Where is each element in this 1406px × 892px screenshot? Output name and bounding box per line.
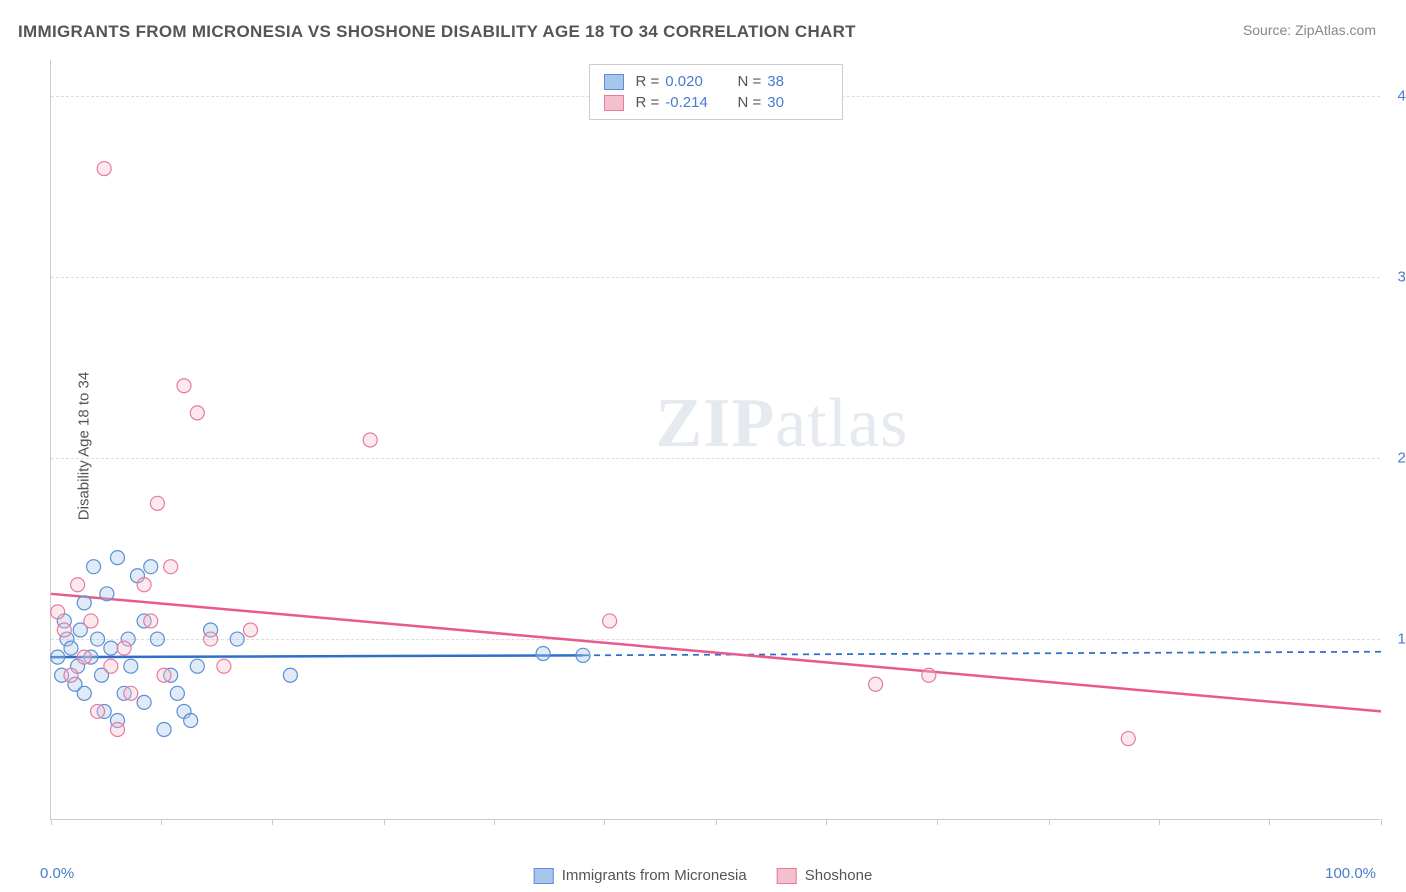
scatter-point bbox=[144, 560, 158, 574]
scatter-point bbox=[217, 659, 231, 673]
source-label: Source: bbox=[1243, 22, 1291, 38]
x-tick bbox=[272, 819, 273, 825]
trend-line-0 bbox=[51, 655, 583, 657]
x-tick bbox=[716, 819, 717, 825]
x-tick bbox=[494, 819, 495, 825]
scatter-point bbox=[71, 578, 85, 592]
scatter-point bbox=[190, 406, 204, 420]
legend-n: N =38 bbox=[738, 73, 828, 90]
scatter-point bbox=[51, 650, 65, 664]
x-tick bbox=[937, 819, 938, 825]
scatter-point bbox=[97, 162, 111, 176]
scatter-point bbox=[204, 632, 218, 646]
scatter-point bbox=[51, 605, 65, 619]
legend-swatch bbox=[604, 74, 624, 90]
scatter-point bbox=[922, 668, 936, 682]
scatter-point bbox=[137, 578, 151, 592]
legend-n: N =30 bbox=[738, 94, 828, 111]
legend-series: Immigrants from Micronesia Shoshone bbox=[534, 867, 873, 884]
scatter-point bbox=[363, 433, 377, 447]
scatter-point bbox=[184, 713, 198, 727]
plot-area: ZIPatlas 10.0%20.0%30.0%40.0% R =0.020N … bbox=[50, 60, 1380, 820]
legend-series-label: Shoshone bbox=[805, 867, 873, 884]
legend-r: R =-0.214 bbox=[636, 94, 726, 111]
x-tick bbox=[1049, 819, 1050, 825]
scatter-point bbox=[603, 614, 617, 628]
scatter-point bbox=[1121, 732, 1135, 746]
scatter-point bbox=[124, 686, 138, 700]
source-attribution: Source: ZipAtlas.com bbox=[1243, 22, 1376, 38]
scatter-point bbox=[150, 496, 164, 510]
x-tick bbox=[1381, 819, 1382, 825]
scatter-point bbox=[91, 704, 105, 718]
scatter-point bbox=[869, 677, 883, 691]
scatter-point bbox=[64, 641, 78, 655]
scatter-point bbox=[177, 379, 191, 393]
scatter-point bbox=[244, 623, 258, 637]
scatter-point bbox=[164, 560, 178, 574]
legend-swatch bbox=[604, 95, 624, 111]
scatter-point bbox=[104, 641, 118, 655]
scatter-point bbox=[157, 723, 171, 737]
x-tick bbox=[161, 819, 162, 825]
y-tick-label: 20.0% bbox=[1385, 450, 1406, 467]
scatter-point bbox=[87, 560, 101, 574]
chart-title: IMMIGRANTS FROM MICRONESIA VS SHOSHONE D… bbox=[18, 22, 856, 42]
source-name: ZipAtlas.com bbox=[1295, 22, 1376, 38]
scatter-point bbox=[230, 632, 244, 646]
scatter-point bbox=[77, 650, 91, 664]
x-axis-min-label: 0.0% bbox=[40, 865, 74, 882]
scatter-point bbox=[170, 686, 184, 700]
legend-series-item: Immigrants from Micronesia bbox=[534, 867, 747, 884]
x-tick bbox=[384, 819, 385, 825]
legend-swatch bbox=[777, 868, 797, 884]
x-axis-max-label: 100.0% bbox=[1325, 865, 1376, 882]
scatter-point bbox=[104, 659, 118, 673]
scatter-point bbox=[157, 668, 171, 682]
y-tick-label: 30.0% bbox=[1385, 269, 1406, 286]
scatter-point bbox=[84, 614, 98, 628]
legend-stat-row: R =0.020 N =38 bbox=[604, 71, 828, 92]
scatter-point bbox=[144, 614, 158, 628]
scatter-point bbox=[150, 632, 164, 646]
scatter-point bbox=[77, 686, 91, 700]
x-tick bbox=[826, 819, 827, 825]
legend-stats-box: R =0.020 N =38 R =-0.214 N =30 bbox=[589, 64, 843, 120]
legend-r: R =0.020 bbox=[636, 73, 726, 90]
scatter-point bbox=[117, 641, 131, 655]
scatter-point bbox=[283, 668, 297, 682]
legend-series-item: Shoshone bbox=[777, 867, 873, 884]
x-tick bbox=[1269, 819, 1270, 825]
scatter-point bbox=[536, 647, 550, 661]
scatter-point bbox=[137, 695, 151, 709]
plot-svg bbox=[51, 60, 1380, 819]
legend-series-label: Immigrants from Micronesia bbox=[562, 867, 747, 884]
chart-container: IMMIGRANTS FROM MICRONESIA VS SHOSHONE D… bbox=[0, 0, 1406, 892]
scatter-point bbox=[111, 723, 125, 737]
scatter-point bbox=[91, 632, 105, 646]
x-tick bbox=[51, 819, 52, 825]
y-tick-label: 40.0% bbox=[1385, 88, 1406, 105]
legend-stat-row: R =-0.214 N =30 bbox=[604, 92, 828, 113]
x-tick bbox=[604, 819, 605, 825]
scatter-point bbox=[111, 551, 125, 565]
scatter-point bbox=[100, 587, 114, 601]
legend-swatch bbox=[534, 868, 554, 884]
scatter-point bbox=[57, 623, 71, 637]
y-tick-label: 10.0% bbox=[1385, 631, 1406, 648]
scatter-point bbox=[77, 596, 91, 610]
scatter-point bbox=[576, 648, 590, 662]
scatter-point bbox=[124, 659, 138, 673]
x-tick bbox=[1159, 819, 1160, 825]
scatter-point bbox=[64, 668, 78, 682]
scatter-point bbox=[190, 659, 204, 673]
